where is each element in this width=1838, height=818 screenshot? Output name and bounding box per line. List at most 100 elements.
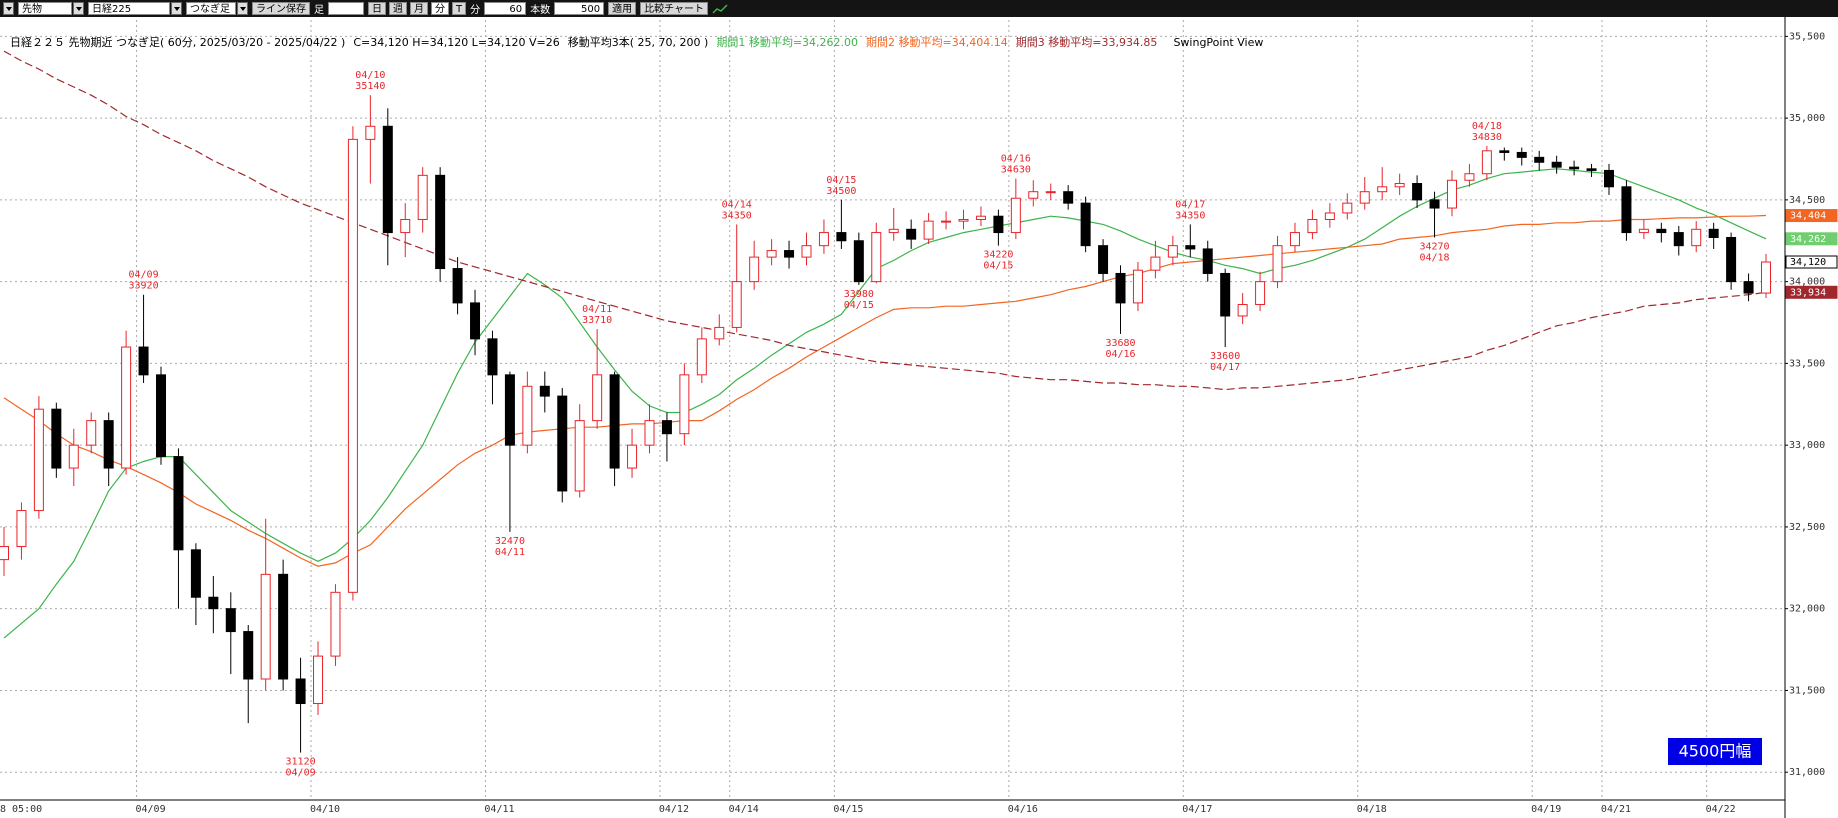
x-tick-label: 04/18 [1357, 804, 1387, 815]
price-tag [1785, 285, 1838, 299]
candle-body [679, 374, 690, 435]
swing-date: 04/09 [129, 270, 159, 281]
save-line-button[interactable]: ライン保存 [252, 2, 310, 15]
candle-body [243, 631, 254, 680]
y-tick-label: 31,000 [1789, 767, 1825, 778]
candle-body [1063, 191, 1074, 204]
bar-input[interactable] [328, 2, 364, 15]
count-input[interactable]: 500 [554, 2, 605, 15]
swing-date: 04/11 [495, 547, 525, 558]
swing-date: 04/09 [286, 768, 316, 779]
candle-body [208, 596, 219, 610]
candle-body [522, 385, 533, 446]
candle-body [1307, 218, 1318, 234]
candle-body [801, 245, 812, 258]
apply-button[interactable]: 適用 [608, 2, 637, 15]
ma-title: 移動平均3本( 25, 70, 200 ) [567, 36, 709, 49]
period-button[interactable]: 週 [389, 2, 407, 15]
candle-body [1551, 161, 1562, 168]
candle-body [609, 374, 620, 469]
candle-body [1429, 199, 1440, 209]
candle-body [1708, 228, 1719, 238]
x-tick-label: 04/22 [1706, 804, 1736, 815]
candle-body [644, 420, 655, 446]
ohlcv: C=34,120 H=34,120 L=34,120 V=26 [353, 36, 560, 49]
x-tick-label: 04/12 [659, 804, 689, 815]
y-tick-label: 32,500 [1789, 522, 1825, 533]
candle-body [714, 326, 725, 340]
candle-body [557, 395, 568, 492]
y-tick-label: 35,000 [1789, 113, 1825, 124]
swing-date: 04/16 [1001, 154, 1031, 165]
candle-body [888, 228, 899, 234]
market: 先物 [18, 2, 72, 15]
candle-body [156, 374, 167, 458]
candle-body [1150, 256, 1161, 271]
swing-price: 33980 [844, 289, 874, 300]
candle-body [1010, 197, 1021, 234]
chart-icon[interactable] [712, 3, 728, 15]
bar-type-select[interactable]: つなぎ足 [186, 2, 248, 16]
range-badge-label: 4500円幅 [1679, 742, 1752, 761]
period-button[interactable]: T [452, 2, 467, 15]
legend: 期間1 移動平均=34,262.00 期間2 移動平均=34,404.14 期間3 … [716, 36, 1165, 49]
compare-button[interactable]: 比較チャート [640, 2, 709, 15]
swing-price: 34500 [826, 186, 856, 197]
candle-body [1324, 212, 1335, 220]
candle-body [1185, 245, 1196, 250]
swing-price: 34830 [1472, 132, 1502, 143]
moving-average-line [3, 168, 1767, 639]
dropdown-arrow[interactable] [237, 2, 248, 15]
candle-body [731, 281, 742, 328]
candle-body [1289, 232, 1300, 247]
swing-date: 04/14 [722, 199, 752, 210]
candle-body [400, 218, 411, 234]
period-button[interactable]: 分 [431, 2, 449, 15]
candle-body [452, 268, 463, 304]
candle-body [435, 174, 446, 270]
candle-body [16, 510, 27, 548]
moving-average-line [3, 50, 1767, 391]
candle-body [1516, 151, 1527, 158]
swing-date: 04/17 [1210, 362, 1240, 373]
legend-entry: 期間3 移動平均=33,934.85 [1015, 36, 1158, 49]
candle-body [417, 174, 428, 220]
candle-body [504, 374, 515, 446]
candle-body [923, 220, 934, 240]
candle-body [836, 232, 847, 242]
candle-body [993, 215, 1004, 234]
period-button[interactable]: 日 [368, 2, 386, 15]
market-select[interactable]: 先物 [18, 2, 84, 16]
menu-dropdown[interactable] [3, 2, 14, 15]
dropdown-arrow[interactable] [171, 2, 182, 15]
price-tag-label: 34,404 [1790, 211, 1826, 222]
symbol-select[interactable]: 日経225 [88, 2, 182, 16]
candle-body [33, 408, 44, 512]
period-button[interactable]: 月 [410, 2, 428, 15]
candle-body [225, 608, 236, 633]
price-tag-label: 34,262 [1790, 234, 1826, 245]
candle-body [1202, 248, 1213, 274]
x-tick-label: 04/11 [484, 804, 514, 815]
swing-price: 34630 [1001, 165, 1031, 176]
candle-body [1673, 232, 1684, 247]
candle-body [487, 338, 498, 376]
price-tag-label: 34,120 [1790, 257, 1826, 268]
candle-body [749, 256, 760, 283]
dropdown-arrow[interactable] [73, 2, 84, 15]
candle-body [0, 546, 9, 561]
candle-body [1691, 228, 1702, 247]
candle-body [68, 444, 79, 469]
candle-body [784, 250, 795, 258]
swing-date: 04/11 [582, 304, 612, 315]
minutes-input[interactable]: 60 [484, 2, 527, 15]
candle-body [1743, 281, 1754, 294]
candle-body [1569, 166, 1580, 170]
y-tick-label: 34,000 [1789, 277, 1825, 288]
swing-date: 04/15 [844, 300, 874, 311]
candle-body [1726, 236, 1737, 283]
candle-body [696, 338, 707, 376]
candle-body [1255, 281, 1266, 306]
